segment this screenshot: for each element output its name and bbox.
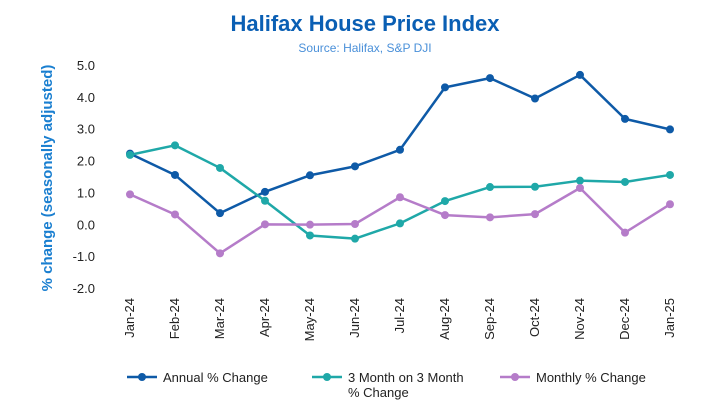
y-axis-label: % change (seasonally adjusted): [39, 65, 56, 292]
data-point-three_month: [621, 177, 629, 186]
data-point-three_month: [126, 150, 134, 159]
data-point-three_month: [441, 197, 449, 206]
chart-title: Halifax House Price Index: [231, 11, 501, 36]
data-point-annual: [261, 187, 269, 196]
x-tick-label: Aug-24: [437, 298, 452, 340]
series-points: [126, 70, 674, 258]
y-tick-label: 3.0: [77, 122, 95, 137]
data-point-monthly: [261, 220, 269, 229]
data-point-three_month: [531, 182, 539, 191]
data-point-annual: [531, 94, 539, 103]
data-point-three_month: [351, 234, 359, 243]
legend-item-monthly: Monthly % Change: [500, 370, 646, 385]
legend-swatch-marker: [511, 373, 519, 381]
data-point-monthly: [396, 193, 404, 202]
legend-label: Annual % Change: [163, 370, 268, 385]
data-point-monthly: [126, 190, 134, 199]
y-tick-label: 4.0: [77, 90, 95, 105]
x-tick-label: Jan-24: [122, 298, 137, 338]
y-tick-label: -1.0: [73, 249, 95, 264]
legend-label: Monthly % Change: [536, 370, 646, 385]
legend-label: 3 Month on 3 Month: [348, 370, 464, 385]
data-point-annual: [486, 74, 494, 83]
y-tick-label: 5.0: [77, 58, 95, 73]
legend-swatch-marker: [138, 373, 146, 381]
legend-swatch-marker: [323, 373, 331, 381]
data-point-monthly: [351, 220, 359, 229]
x-tick-label: Jan-25: [662, 298, 677, 338]
y-tick-label: 0.0: [77, 217, 95, 232]
data-point-monthly: [531, 210, 539, 219]
x-tick-label: Jul-24: [392, 298, 407, 333]
data-point-annual: [306, 171, 314, 180]
data-point-three_month: [171, 141, 179, 150]
legend-item-annual: Annual % Change: [127, 370, 268, 385]
x-tick-label: Mar-24: [212, 298, 227, 339]
data-point-annual: [216, 209, 224, 218]
y-tick-label: 2.0: [77, 154, 95, 169]
data-point-monthly: [441, 211, 449, 220]
y-tick-label: -2.0: [73, 281, 95, 296]
data-point-annual: [396, 145, 404, 154]
data-point-three_month: [396, 219, 404, 228]
data-point-three_month: [306, 231, 314, 240]
data-point-monthly: [216, 249, 224, 258]
data-point-annual: [621, 114, 629, 123]
data-point-annual: [441, 83, 449, 92]
data-point-three_month: [576, 176, 584, 185]
data-point-three_month: [666, 170, 674, 179]
data-point-three_month: [216, 163, 224, 172]
x-tick-label: May-24: [302, 298, 317, 341]
series-line-annual: [129, 73, 671, 215]
data-point-monthly: [306, 220, 314, 229]
x-tick-label: Jun-24: [347, 298, 362, 338]
y-tick-label: 1.0: [77, 185, 95, 200]
data-point-annual: [666, 125, 674, 134]
x-tick-label: Sep-24: [482, 298, 497, 340]
x-tick-label: Oct-24: [527, 298, 542, 337]
x-tick-label: Feb-24: [167, 298, 182, 339]
legend: Annual % Change 3 Month on 3 Month% Chang…: [127, 370, 646, 400]
x-tick-label: Dec-24: [617, 298, 632, 340]
data-point-monthly: [171, 210, 179, 219]
data-point-monthly: [576, 184, 584, 193]
data-point-annual: [351, 162, 359, 171]
data-point-monthly: [666, 200, 674, 209]
x-tick-label: Apr-24: [257, 298, 272, 337]
chart-subtitle: Source: Halifax, S&P DJI: [298, 41, 431, 55]
legend-label: % Change: [348, 385, 409, 400]
data-point-monthly: [621, 228, 629, 237]
data-point-monthly: [486, 213, 494, 222]
data-point-three_month: [261, 196, 269, 205]
y-axis-ticks: 5.0 4.0 3.0 2.0 1.0 0.0 -1.0 -2.0: [73, 58, 95, 296]
data-point-annual: [576, 70, 584, 79]
data-point-annual: [171, 170, 179, 179]
x-axis-ticks: Jan-24 Feb-24 Mar-24 Apr-24 May-24 Jun-24 Jul-…: [122, 298, 677, 341]
data-point-three_month: [486, 183, 494, 192]
legend-item-three_month: 3 Month on 3 Month% Change: [312, 370, 464, 400]
x-tick-label: Nov-24: [572, 298, 587, 340]
